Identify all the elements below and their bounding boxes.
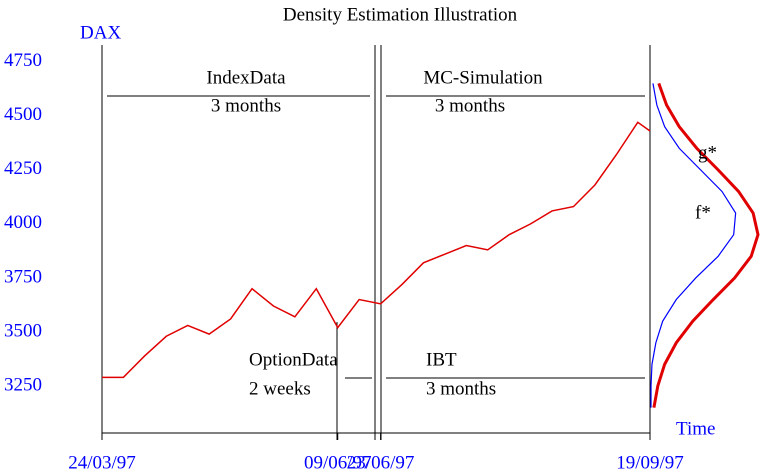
density-curve: [652, 82, 760, 408]
annotation: 3 months: [211, 95, 281, 116]
y-axis-label: DAX: [80, 22, 121, 43]
series-label: f*: [695, 202, 711, 223]
x-tick-label: 19/09/97: [616, 452, 684, 473]
annotation: 2 weeks: [249, 378, 311, 399]
annotation: IndexData: [206, 67, 286, 88]
y-tick-label: 3500: [4, 320, 42, 341]
price-line: [102, 121, 651, 379]
y-tick-label: 3250: [4, 374, 42, 395]
x-tick-label: 09/06/97: [304, 452, 372, 473]
x-axis-label: Time: [676, 418, 715, 439]
y-tick-label: 4250: [4, 158, 42, 179]
y-tick-label: 4500: [4, 104, 42, 125]
series-label: g*: [698, 142, 717, 163]
y-tick-label: 4000: [4, 212, 42, 233]
frame: [101, 45, 651, 440]
density-curve: [650, 83, 737, 408]
annotation: 3 months: [435, 95, 505, 116]
x-tick-label: 23/06/97: [347, 452, 415, 473]
y-tick-label: 4750: [4, 50, 42, 71]
chart-title: Density Estimation Illustration: [283, 4, 518, 25]
annotation: 3 months: [426, 378, 496, 399]
annotation: IBT: [426, 349, 457, 370]
annotation: OptionData: [249, 349, 338, 370]
x-tick-label: 24/03/97: [68, 452, 136, 473]
y-tick-label: 3750: [4, 266, 42, 287]
annotation: MC-Simulation: [423, 67, 543, 88]
